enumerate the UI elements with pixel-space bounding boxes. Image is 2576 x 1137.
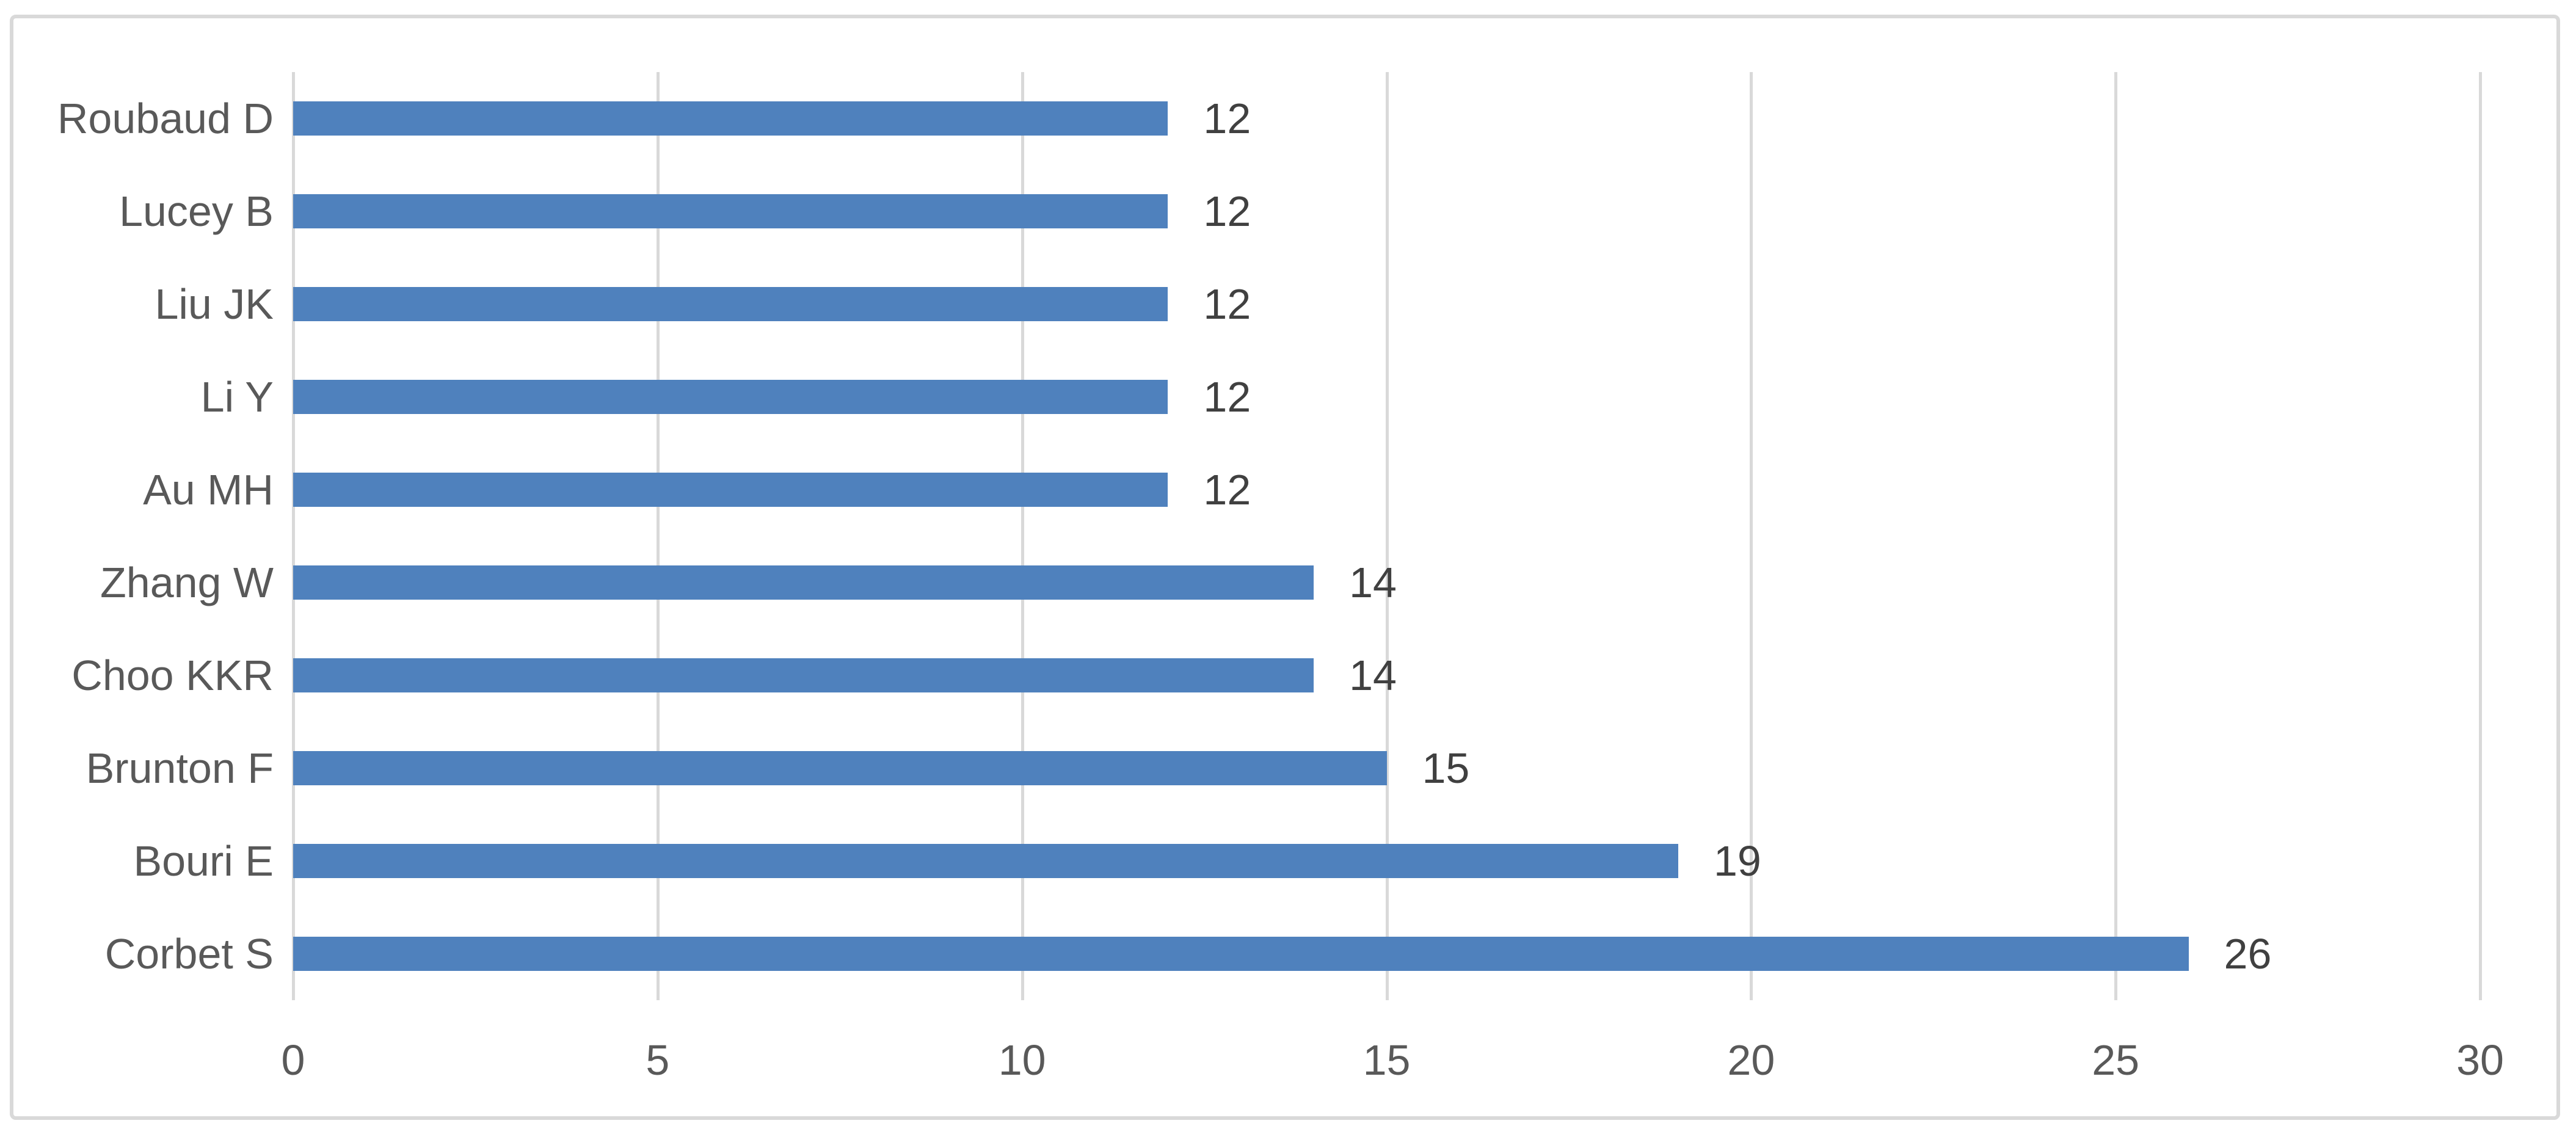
bar-bouri-e <box>293 844 1678 878</box>
x-tick-label-25: 25 <box>2092 1036 2140 1084</box>
gridline-x-20 <box>1750 72 1753 1000</box>
category-label-corbet-s: Corbet S <box>104 930 274 978</box>
x-tick-label-30: 30 <box>2456 1036 2504 1084</box>
bar-au-mh <box>293 473 1168 507</box>
x-tick-label-5: 5 <box>646 1036 670 1084</box>
category-label-liu-jk: Liu JK <box>155 280 274 328</box>
x-tick-label-0: 0 <box>281 1036 305 1084</box>
bar-li-y <box>293 380 1168 414</box>
bar-value-label: 19 <box>1713 837 1761 885</box>
x-tick-label-10: 10 <box>998 1036 1046 1084</box>
x-tick-label-20: 20 <box>1727 1036 1775 1084</box>
category-label-brunton-f: Brunton F <box>86 744 274 792</box>
gridline-x-5 <box>656 72 660 1000</box>
bar-value-label: 15 <box>1422 744 1470 792</box>
category-label-au-mh: Au MH <box>143 466 274 514</box>
bar-value-label: 14 <box>1349 652 1397 699</box>
bar-value-label: 26 <box>2224 930 2272 978</box>
category-label-roubaud-d: Roubaud D <box>57 95 274 142</box>
gridline-x-25 <box>2114 72 2118 1000</box>
bar-brunton-f <box>293 751 1387 785</box>
bar-value-label: 12 <box>1203 187 1251 235</box>
gridline-x-30 <box>2479 72 2482 1000</box>
category-label-zhang-w: Zhang W <box>100 559 274 606</box>
x-tick-label-15: 15 <box>1363 1036 1411 1084</box>
bar-value-label: 12 <box>1203 280 1251 328</box>
bar-choo-kkr <box>293 658 1314 692</box>
plot-area: 12 12 12 12 12 14 14 15 19 26 <box>292 72 2482 1000</box>
category-label-li-y: Li Y <box>200 373 274 421</box>
bar-value-label: 12 <box>1203 373 1251 421</box>
gridline-x-10 <box>1021 72 1024 1000</box>
gridline-x-15 <box>1385 72 1389 1000</box>
category-label-lucey-b: Lucey B <box>119 187 274 235</box>
bar-value-label: 12 <box>1203 95 1251 142</box>
bar-corbet-s <box>293 937 2189 971</box>
bar-zhang-w <box>293 565 1314 600</box>
gridline-x-0 <box>292 72 295 1000</box>
bar-roubaud-d <box>293 101 1168 136</box>
category-label-choo-kkr: Choo KKR <box>71 652 274 699</box>
bar-value-label: 14 <box>1349 559 1397 606</box>
bar-value-label: 12 <box>1203 466 1251 514</box>
category-label-bouri-e: Bouri E <box>133 837 274 885</box>
bar-lucey-b <box>293 194 1168 228</box>
bar-liu-jk <box>293 287 1168 321</box>
